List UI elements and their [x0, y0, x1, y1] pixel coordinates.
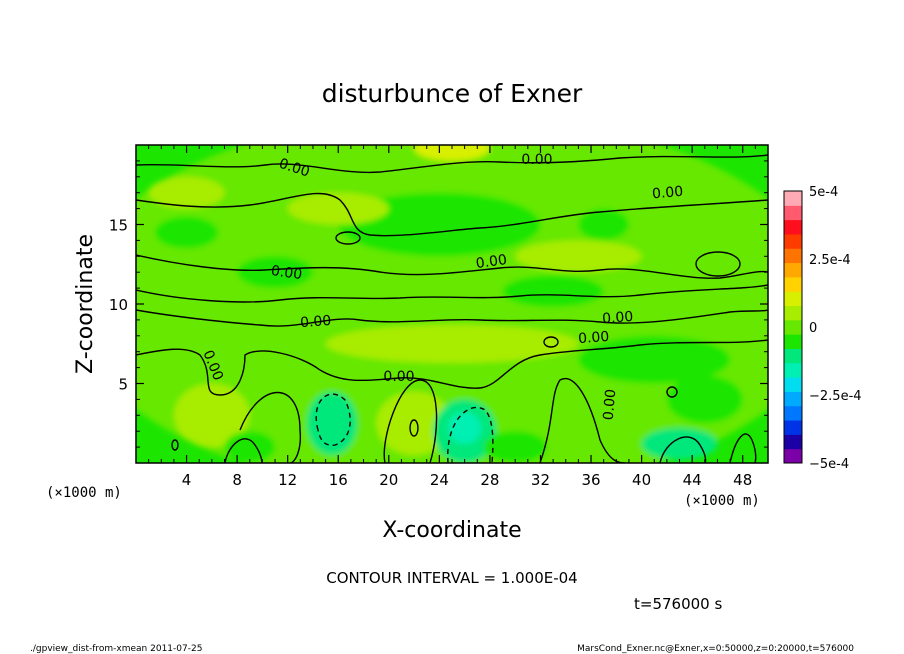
- colorbar-swatch: [784, 362, 802, 378]
- colorbar-swatch: [784, 205, 802, 221]
- colorbar: 5e-4 2.5e-4 0 −2.5e-4 −5e-4: [783, 185, 862, 472]
- x-tick-label: 4: [182, 471, 192, 489]
- contour-label: 0.00: [601, 388, 620, 420]
- field-region: [448, 412, 482, 444]
- x-unit-left: (×1000 m): [46, 485, 122, 501]
- colorbar-swatch: [784, 434, 802, 450]
- contour-label: 0.00: [475, 252, 508, 272]
- contour-line: [136, 309, 768, 327]
- colorbar-tick-label: 5e-4: [809, 185, 838, 200]
- colorbar-swatch: [784, 191, 802, 206]
- contour-label: 0.00: [651, 184, 683, 203]
- contour-loop: [335, 231, 361, 245]
- time-label: t=576000 s: [634, 595, 722, 613]
- field-region: [666, 375, 743, 424]
- plot-area: 0.00 0.000.000.000.000.00 0.000.000.000.00…: [109, 144, 769, 489]
- source-info: MarsCond_Exner.nc@Exner,x=0:50000,z=0:20…: [577, 644, 854, 654]
- field-region: [173, 383, 250, 448]
- contour-line: [136, 284, 768, 303]
- contour-label: 0.00: [300, 313, 332, 331]
- colorbar-swatch: [784, 348, 802, 364]
- contour-loop: [409, 419, 419, 437]
- x-tick-label: 40: [632, 471, 651, 489]
- contour-loop: [666, 386, 678, 398]
- field-region: [148, 176, 225, 209]
- colorbar-tick-label: −5e-4: [809, 457, 849, 472]
- contour-label: 0.00: [270, 263, 303, 283]
- contour-label: 0.00: [578, 329, 610, 347]
- contour-label: 0.00: [383, 369, 414, 385]
- field-region: [325, 324, 579, 363]
- y-tick-label: 10: [109, 296, 128, 314]
- contour-label: 0.00: [602, 309, 634, 327]
- colorbar-tick-label: 2.5e-4: [809, 253, 851, 268]
- x-tick-label: 48: [733, 471, 752, 489]
- x-tick-label: 28: [480, 471, 499, 489]
- colorbar-swatch: [784, 276, 802, 292]
- x-axis-label: X-coordinate: [382, 518, 521, 543]
- contour-dashed: [447, 406, 494, 463]
- x-tick-label: 20: [379, 471, 398, 489]
- colorbar-swatch: [784, 248, 802, 264]
- x-tick-label: 12: [278, 471, 297, 489]
- colorbar-tick-label: 0: [809, 321, 817, 336]
- colorbar-swatch: [784, 262, 802, 278]
- contour-line: [383, 379, 438, 463]
- field-region: [154, 216, 219, 249]
- x-tick-label: 24: [430, 471, 449, 489]
- x-tick-label: 8: [232, 471, 242, 489]
- contour-loop: [543, 336, 559, 348]
- field-region: [237, 256, 313, 289]
- colorbar-swatch: [784, 319, 802, 335]
- contour-line: [136, 192, 768, 237]
- script-name: ./gpview_dist-from-xmean 2011-07-25: [30, 644, 202, 654]
- contour-label: 0.00: [521, 152, 552, 168]
- contour-dashed: [315, 393, 351, 447]
- x-tick-label: 36: [581, 471, 600, 489]
- colorbar-swatch: [784, 377, 802, 392]
- y-tick-label: 5: [118, 376, 128, 394]
- field-region: [483, 431, 547, 463]
- colorbar-swatch: [784, 391, 802, 407]
- colorbar-swatch: [784, 420, 802, 435]
- field-region: [414, 145, 490, 161]
- contour-lines: [136, 154, 768, 463]
- field-region: [641, 428, 718, 460]
- colorbar-swatch: [784, 305, 802, 321]
- chart-title: disturbunce of Exner: [322, 79, 583, 108]
- x-tick-label: 16: [329, 471, 348, 489]
- colorbar-frame: [783, 190, 803, 464]
- contour-line: [136, 154, 768, 174]
- x-tick-label: 44: [683, 471, 702, 489]
- field-region: [515, 240, 642, 273]
- contour-line: [539, 377, 626, 463]
- contour-line: [224, 438, 263, 463]
- field-region: [287, 192, 389, 225]
- contour-line: [659, 436, 707, 463]
- y-axis-label: Z-coordinate: [73, 234, 98, 374]
- x-tick-label: 32: [531, 471, 550, 489]
- colorbar-swatch: [784, 448, 802, 464]
- contour-line: [136, 254, 768, 279]
- x-unit-right: (×1000 m): [684, 493, 760, 509]
- field-region: [502, 275, 604, 308]
- field-shading: [136, 145, 768, 463]
- y-tick-label: 15: [109, 217, 128, 235]
- colorbar-swatch: [784, 219, 802, 235]
- colorbar-tick-label: −2.5e-4: [809, 389, 862, 404]
- colorbar-swatch: [784, 291, 802, 307]
- colorbar-swatch: [784, 233, 802, 249]
- contour-line: [239, 391, 302, 463]
- field-region: [578, 208, 629, 241]
- contour-loop: [171, 439, 179, 451]
- contour-interval: CONTOUR INTERVAL = 1.000E-04: [326, 569, 577, 587]
- colorbar-swatch: [784, 405, 802, 421]
- contour-loop: [695, 251, 741, 277]
- colorbar-swatch: [784, 334, 802, 349]
- contour-line: [136, 339, 768, 396]
